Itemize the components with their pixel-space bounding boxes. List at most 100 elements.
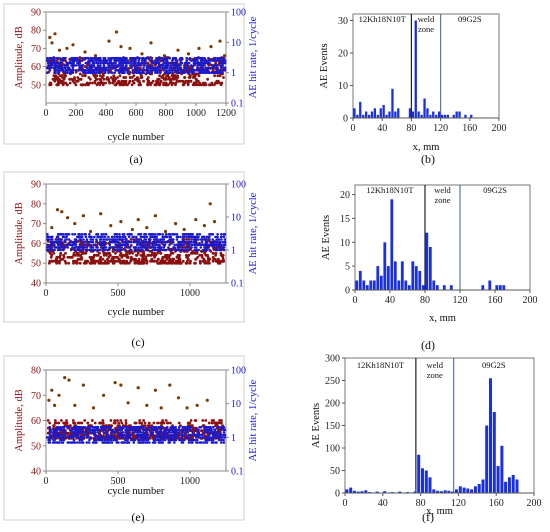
- hit-rate-point: [73, 59, 77, 62]
- hit-rate-point: [148, 240, 151, 244]
- hit-rate-point: [88, 243, 91, 247]
- hit-rate-point: [74, 69, 78, 72]
- y-tick-label: 10: [338, 81, 348, 92]
- hit-rate-point: [157, 69, 161, 72]
- amplitude-point: [107, 259, 110, 263]
- hit-rate-point: [85, 431, 89, 434]
- amplitude-point: [48, 421, 52, 425]
- hit-rate-point: [180, 428, 184, 432]
- hit-rate-point: [109, 61, 113, 65]
- hit-rate-point: [133, 431, 137, 434]
- bar: [400, 261, 404, 290]
- y-axis-label-left: Amplitude, dB: [14, 26, 25, 88]
- amplitude-point: [75, 79, 78, 83]
- amplitude-point: [185, 238, 189, 241]
- hit-rate-point: [146, 433, 150, 437]
- amplitude-point: [204, 419, 208, 422]
- amplitude-point: [173, 74, 177, 78]
- amplitude-point: [109, 419, 113, 422]
- hit-rate-point: [166, 240, 169, 244]
- hit-rate-point: [205, 428, 209, 432]
- hit-rate-point: [132, 441, 136, 444]
- bar: [360, 491, 364, 493]
- hit-rate-point: [91, 240, 95, 244]
- hit-rate-point: [83, 431, 86, 434]
- hit-rate-point: [58, 436, 61, 439]
- hit-rate-point: [204, 59, 208, 62]
- hit-rate-point: [111, 428, 115, 432]
- hit-rate-point: [147, 56, 150, 60]
- amplitude-point: [120, 79, 124, 83]
- amplitude-point: [201, 259, 205, 263]
- amplitude-point: [129, 244, 133, 247]
- hit-rate-point: [109, 438, 113, 442]
- amplitude-point: [142, 419, 146, 422]
- hit-rate-point: [140, 61, 144, 65]
- amplitude-outlier-point: [114, 30, 119, 34]
- hit-rate-point: [144, 69, 148, 72]
- hit-rate-point: [149, 71, 152, 74]
- hit-rate-point: [94, 431, 97, 434]
- amplitude-point: [84, 261, 88, 265]
- bar: [382, 105, 385, 118]
- bar: [439, 491, 443, 493]
- hit-rate-point: [156, 71, 159, 74]
- hit-rate-point: [60, 438, 64, 442]
- amplitude-point: [154, 83, 158, 87]
- hit-rate-point: [196, 441, 199, 444]
- x-tick-label: 1000: [180, 476, 200, 487]
- amplitude-point: [98, 74, 102, 78]
- amplitude-point: [142, 259, 146, 263]
- hit-rate-point: [208, 436, 211, 439]
- hit-rate-point: [134, 240, 138, 244]
- hit-rate-point: [216, 59, 220, 62]
- amplitude-point: [129, 76, 132, 79]
- amplitude-point: [106, 76, 109, 79]
- amplitude-outlier-point: [159, 406, 163, 410]
- amplitude-outlier-point: [185, 406, 189, 410]
- hit-rate-point: [107, 56, 110, 60]
- bar: [386, 266, 390, 290]
- y-axis-label-right: AE hit rate, 1/cycle: [248, 16, 259, 98]
- hit-rate-point: [47, 235, 51, 239]
- amplitude-point: [177, 255, 181, 259]
- hit-rate-point: [181, 431, 185, 434]
- amplitude-point: [186, 79, 190, 83]
- hit-rate-point: [221, 71, 224, 74]
- hit-rate-point: [204, 71, 208, 74]
- hit-rate-point: [144, 238, 148, 241]
- hit-rate-point: [198, 243, 202, 247]
- x-tick-label: 120: [433, 123, 448, 134]
- hit-rate-point: [71, 71, 75, 74]
- amplitude-outlier-point: [205, 398, 209, 402]
- hit-rate-point: [208, 61, 211, 65]
- hit-rate-point: [99, 64, 102, 67]
- hit-rate-point: [71, 233, 74, 236]
- hit-rate-point: [109, 246, 113, 249]
- amplitude-outlier-point: [55, 208, 60, 212]
- hit-rate-point: [199, 441, 203, 444]
- hit-rate-point: [81, 240, 84, 244]
- amplitude-outlier-point: [91, 406, 96, 410]
- amplitude-point: [123, 261, 127, 265]
- amplitude-point: [146, 253, 150, 257]
- amplitude-point: [63, 259, 67, 263]
- hit-rate-point: [47, 64, 50, 67]
- hit-rate-point: [113, 436, 116, 439]
- y-tick-label: 250: [325, 376, 340, 387]
- hit-rate-point: [90, 56, 94, 60]
- hit-rate-point: [102, 59, 106, 62]
- amplitude-point: [156, 77, 160, 81]
- hit-rate-point: [59, 425, 62, 429]
- bar: [442, 285, 446, 290]
- amplitude-point: [222, 76, 225, 79]
- hit-rate-point: [220, 425, 223, 429]
- amplitude-point: [72, 259, 75, 263]
- amplitude-point: [206, 255, 210, 259]
- hit-rate-point: [116, 243, 120, 247]
- hit-rate-point: [60, 243, 64, 247]
- amplitude-point: [194, 257, 198, 261]
- amplitude-outlier-point: [113, 381, 117, 385]
- hit-rate-point: [84, 235, 88, 239]
- hit-rate-point: [223, 69, 227, 72]
